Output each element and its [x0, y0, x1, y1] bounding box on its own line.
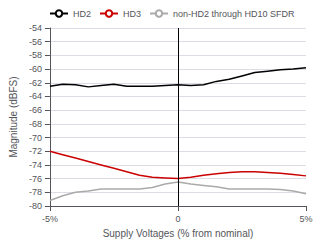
svg-text:-72: -72: [29, 146, 42, 156]
svg-text:0: 0: [175, 214, 180, 224]
svg-text:5%: 5%: [299, 214, 312, 224]
svg-text:-76: -76: [29, 174, 42, 184]
svg-text:Magnitude (dBFS): Magnitude (dBFS): [8, 76, 19, 157]
svg-text:-66: -66: [29, 105, 42, 115]
svg-text:-56: -56: [29, 37, 42, 47]
svg-text:-62: -62: [29, 78, 42, 88]
svg-text:-68: -68: [29, 119, 42, 129]
svg-text:HD2: HD2: [73, 9, 91, 19]
svg-text:Supply Voltages (% from nomina: Supply Voltages (% from nominal): [103, 228, 254, 239]
svg-text:-5%: -5%: [42, 214, 58, 224]
svg-text:-58: -58: [29, 50, 42, 60]
svg-text:-60: -60: [29, 64, 42, 74]
svg-text:-70: -70: [29, 133, 42, 143]
svg-text:-64: -64: [29, 91, 42, 101]
svg-text:-80: -80: [29, 201, 42, 211]
svg-text:-74: -74: [29, 160, 42, 170]
svg-text:-54: -54: [29, 23, 42, 33]
svg-text:HD3: HD3: [123, 9, 141, 19]
svg-text:non-HD2 through HD10 SFDR: non-HD2 through HD10 SFDR: [173, 9, 295, 19]
svg-text:-78: -78: [29, 187, 42, 197]
